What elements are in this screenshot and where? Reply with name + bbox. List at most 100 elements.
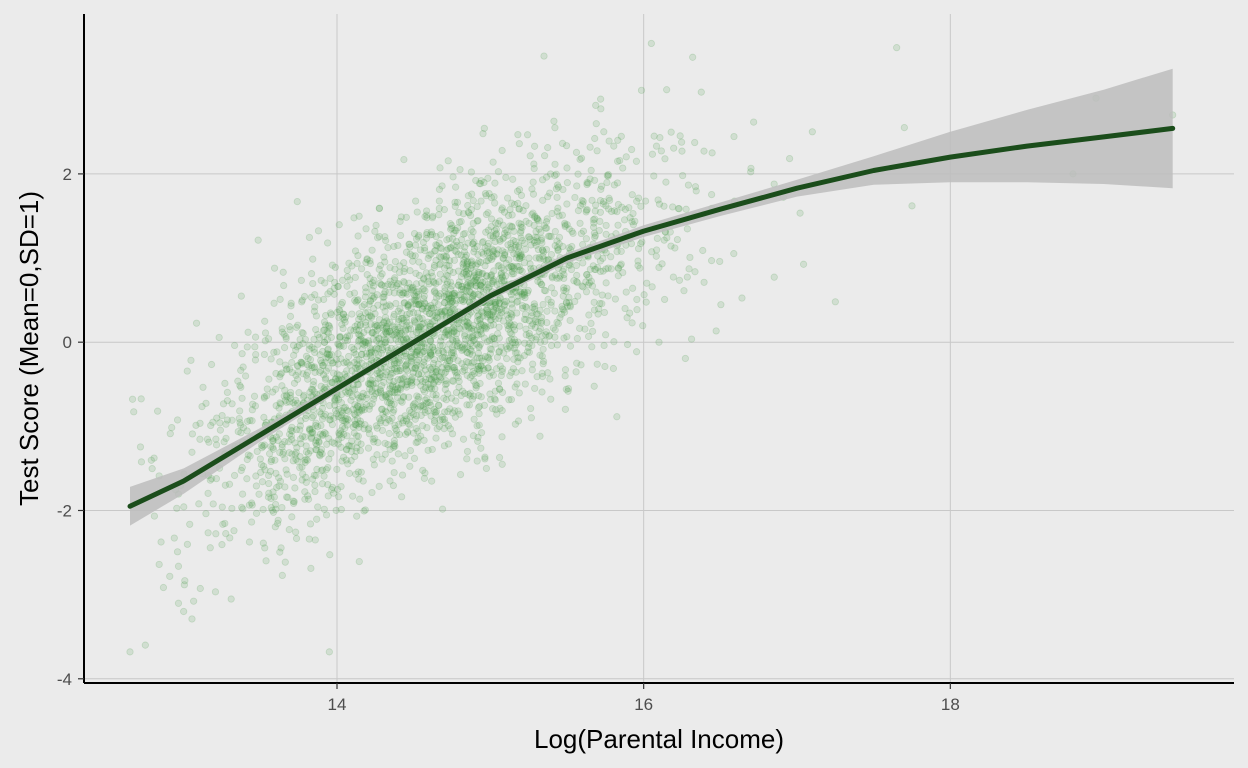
data-point xyxy=(473,326,481,334)
data-point xyxy=(501,229,509,237)
data-point xyxy=(531,305,539,313)
data-point xyxy=(432,294,441,302)
data-point xyxy=(435,211,443,219)
data-point xyxy=(425,385,434,393)
data-point xyxy=(437,245,446,253)
data-point xyxy=(480,365,488,373)
data-point xyxy=(403,335,411,344)
data-point xyxy=(352,421,361,429)
data-point xyxy=(298,296,306,304)
data-point xyxy=(634,257,642,265)
data-point xyxy=(402,322,410,330)
data-point xyxy=(237,366,245,374)
data-point xyxy=(555,240,563,248)
data-point xyxy=(469,228,477,236)
data-point xyxy=(336,334,344,342)
data-point xyxy=(351,416,359,425)
data-point xyxy=(427,384,436,393)
data-point xyxy=(376,279,384,287)
data-point xyxy=(479,269,487,277)
data-point xyxy=(228,504,236,513)
data-point xyxy=(344,442,352,450)
data-point xyxy=(415,370,423,379)
data-point xyxy=(563,164,571,172)
data-point xyxy=(424,398,432,407)
data-point xyxy=(309,255,317,263)
data-point xyxy=(418,349,426,357)
data-point xyxy=(427,401,435,409)
data-point xyxy=(381,258,389,266)
data-point xyxy=(259,505,267,514)
data-point xyxy=(525,254,533,262)
data-point xyxy=(476,281,484,289)
data-point xyxy=(390,389,399,397)
data-point xyxy=(541,287,550,295)
data-point xyxy=(442,293,450,301)
data-point xyxy=(302,478,310,486)
data-point xyxy=(392,299,400,308)
data-point xyxy=(362,225,370,233)
data-point xyxy=(407,353,416,361)
data-point xyxy=(317,421,325,430)
data-point xyxy=(460,269,469,277)
data-point xyxy=(592,288,600,296)
data-point xyxy=(466,373,474,382)
data-point xyxy=(420,339,428,348)
data-point xyxy=(563,284,571,292)
data-point xyxy=(508,300,516,308)
data-point xyxy=(326,309,335,317)
data-point xyxy=(324,492,332,500)
data-point xyxy=(477,362,485,370)
data-point xyxy=(691,183,700,191)
data-point xyxy=(551,333,559,341)
data-point xyxy=(196,435,204,443)
data-point xyxy=(507,310,515,318)
data-point xyxy=(450,229,458,237)
data-point xyxy=(551,124,559,132)
data-point xyxy=(587,166,595,174)
data-point xyxy=(675,205,683,213)
data-point xyxy=(538,388,546,396)
data-point xyxy=(361,309,370,317)
data-point xyxy=(448,336,456,344)
data-point xyxy=(440,206,448,214)
data-point xyxy=(477,281,485,289)
data-point xyxy=(487,271,495,280)
data-point xyxy=(496,305,504,314)
data-point xyxy=(346,389,354,397)
data-point xyxy=(614,221,622,229)
data-point xyxy=(435,185,444,194)
data-point xyxy=(423,394,431,403)
data-point xyxy=(322,430,330,438)
data-point xyxy=(469,432,477,440)
data-point xyxy=(318,450,326,458)
data-point xyxy=(561,219,569,227)
data-point xyxy=(591,207,599,215)
data-point xyxy=(269,437,277,445)
data-point xyxy=(388,457,396,465)
data-point xyxy=(503,355,511,363)
data-point xyxy=(337,430,345,438)
data-point xyxy=(604,172,612,180)
data-point xyxy=(382,324,390,333)
data-point xyxy=(244,328,252,336)
data-point xyxy=(311,481,319,489)
data-point xyxy=(548,272,556,281)
data-point xyxy=(536,338,545,346)
data-point xyxy=(252,482,260,490)
data-point xyxy=(360,328,368,337)
data-point xyxy=(484,364,492,372)
data-point xyxy=(334,340,342,348)
data-point xyxy=(443,236,451,244)
data-point xyxy=(412,424,420,433)
data-point xyxy=(697,88,705,96)
data-point xyxy=(414,395,422,403)
data-point xyxy=(204,529,212,537)
data-point xyxy=(154,407,162,415)
data-point xyxy=(297,417,305,425)
data-point xyxy=(505,336,513,345)
data-point xyxy=(547,232,555,241)
data-point xyxy=(351,322,359,331)
data-point xyxy=(543,307,551,315)
